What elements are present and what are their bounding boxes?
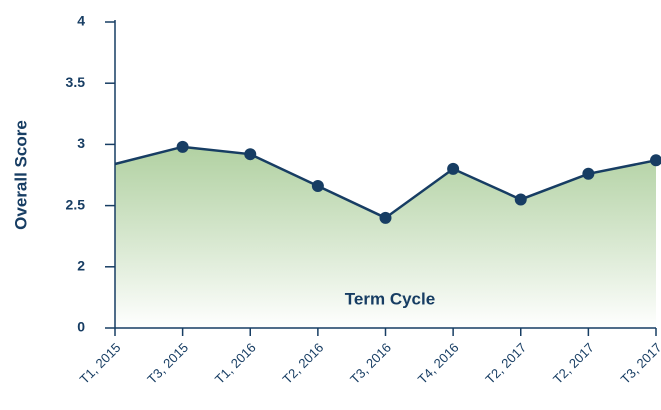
area <box>115 146 656 328</box>
point <box>582 167 595 180</box>
point <box>176 140 189 153</box>
x-tick-label: T3, 2016 <box>347 340 394 387</box>
point <box>514 193 527 206</box>
point <box>650 154 661 167</box>
y-tick-label: 2 <box>77 258 85 274</box>
point <box>244 148 257 161</box>
y-tick-label: 3.5 <box>66 74 86 90</box>
point <box>379 211 392 224</box>
x-tick-label: T1, 2016 <box>212 340 259 387</box>
point <box>311 180 324 193</box>
y-tick-label: 2.5 <box>66 196 86 212</box>
point <box>447 162 460 175</box>
x-tick-label: T1, 2015 <box>77 340 124 387</box>
y-axis-label: Overall Score <box>11 120 30 230</box>
y-tick-label: 0 <box>77 319 85 335</box>
x-tick-label: T4, 2016 <box>415 340 462 387</box>
x-tick-label: T3, 2015 <box>144 340 191 387</box>
y-tick-label: 3 <box>77 135 85 151</box>
x-tick-label: T3, 2017 <box>618 340 661 387</box>
x-tick-label: T2, 2016 <box>280 340 327 387</box>
x-tick-label: T2, 2017 <box>482 340 529 387</box>
y-tick-label: 4 <box>77 13 85 29</box>
x-axis-label: Term Cycle <box>345 289 435 308</box>
x-tick-label: T2, 2017 <box>550 340 597 387</box>
